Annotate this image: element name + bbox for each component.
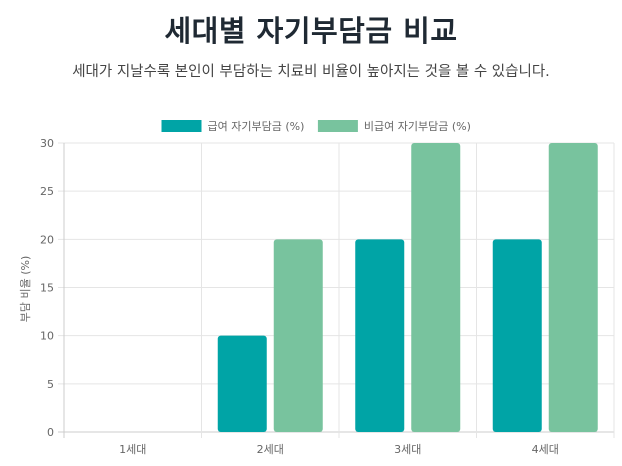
- legend-label: 급여 자기부담금 (%): [208, 120, 305, 133]
- bar-covered-2: [217, 335, 267, 432]
- y-tick-label: 15: [40, 282, 54, 295]
- y-tick-label: 10: [40, 330, 54, 343]
- y-axis-label: 부담 비율 (%): [19, 256, 32, 323]
- x-tick-label: 2세대: [257, 443, 284, 456]
- bar-non-covered-2: [273, 239, 323, 432]
- y-tick-label: 0: [47, 426, 54, 439]
- x-tick-label: 3세대: [394, 443, 421, 456]
- bar-covered-3: [355, 239, 405, 432]
- x-tick-label: 1세대: [119, 443, 146, 456]
- legend-swatch: [161, 120, 202, 132]
- chart-title: 세대별 자기부담금 비교: [164, 14, 458, 48]
- y-tick-label: 30: [40, 137, 54, 150]
- chart-bars: [217, 143, 598, 432]
- y-tick-label: 25: [40, 185, 54, 198]
- legend-swatch: [317, 120, 358, 132]
- x-tick-label: 4세대: [532, 443, 559, 456]
- bar-non-covered-3: [411, 143, 461, 432]
- chart-subtitle: 세대가 지날수록 본인이 부담하는 치료비 비율이 높아지는 것을 볼 수 있습…: [72, 64, 550, 80]
- legend-label: 비급여 자기부담금 (%): [364, 120, 471, 133]
- y-tick-label: 20: [40, 233, 54, 246]
- bar-non-covered-4: [548, 143, 598, 432]
- chart-axes: 0 5 10 15 20 25 30 1세대 2세대 3세대 4세대: [40, 137, 559, 456]
- y-tick-label: 5: [47, 378, 54, 391]
- chart-legend: 급여 자기부담금 (%) 비급여 자기부담금 (%): [161, 120, 471, 133]
- bar-covered-4: [492, 239, 542, 432]
